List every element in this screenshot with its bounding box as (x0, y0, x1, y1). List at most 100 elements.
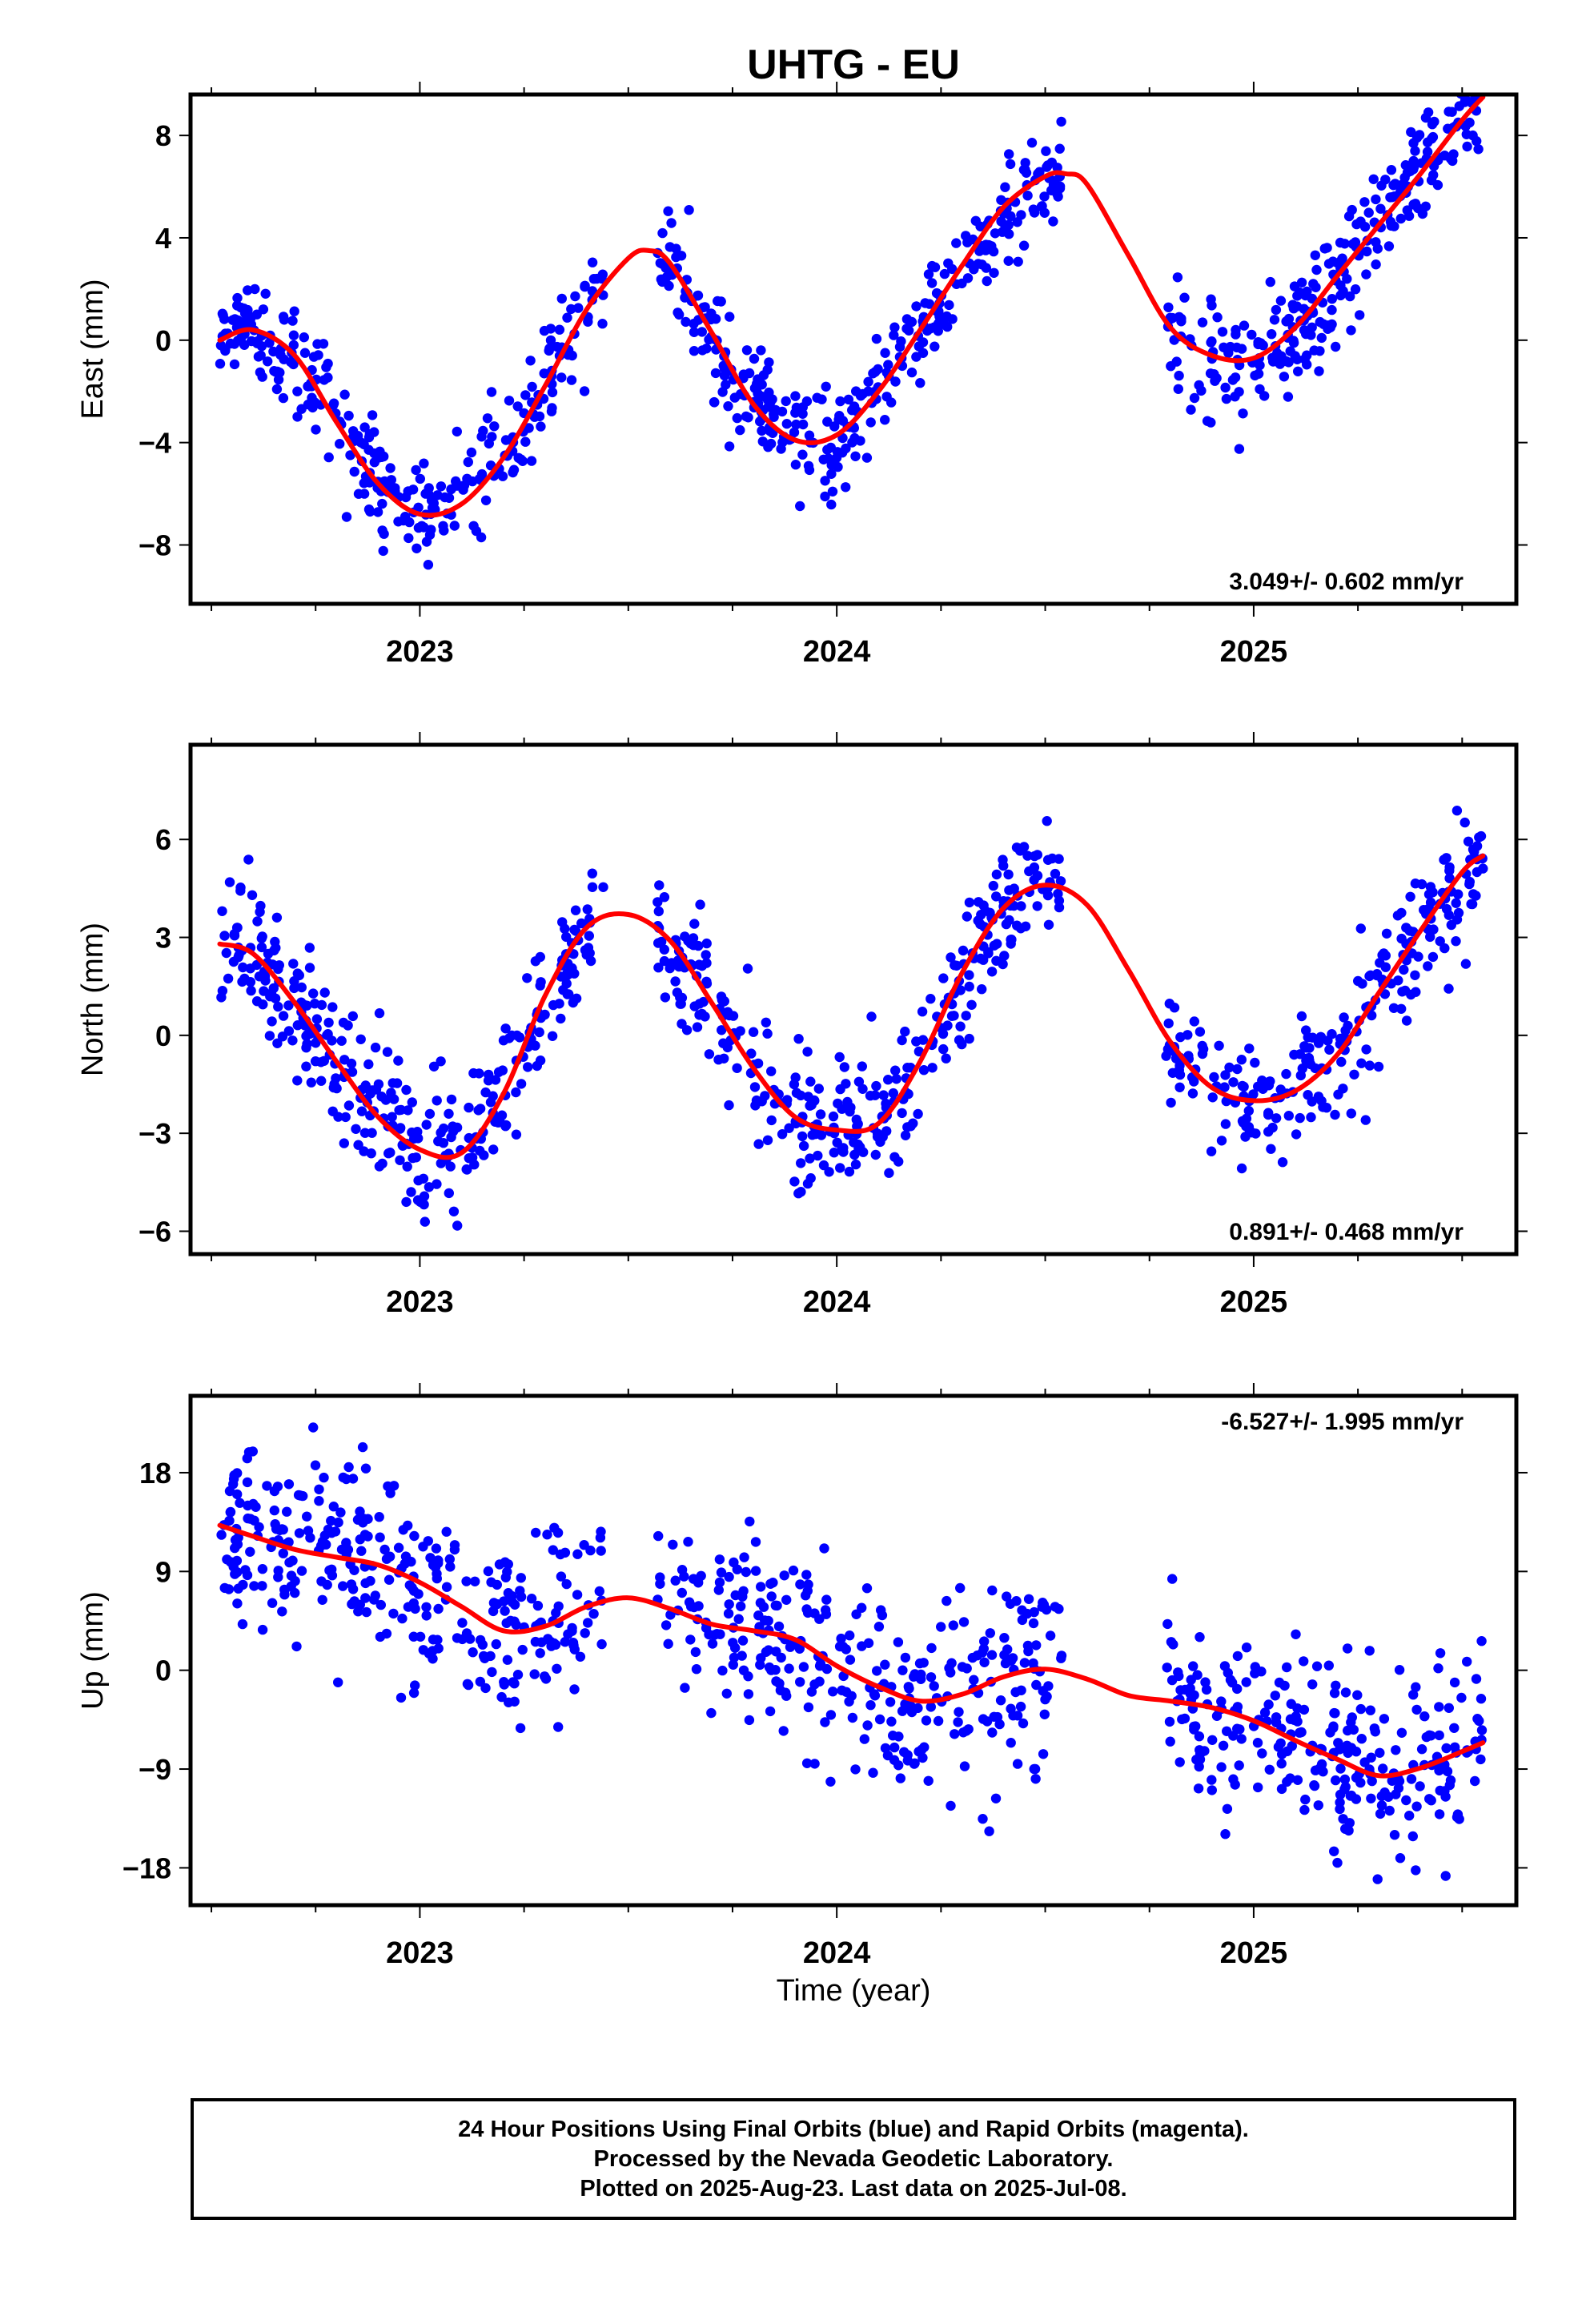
east-point (1174, 312, 1185, 322)
east-point (1427, 119, 1438, 130)
east-point (1029, 207, 1040, 218)
up-fit-curve (217, 1522, 1486, 1779)
up-point (1299, 1804, 1310, 1815)
up-point (788, 1565, 799, 1576)
up-point (275, 1525, 285, 1536)
east-point (1314, 366, 1324, 376)
north-point (955, 1021, 966, 1031)
up-point (410, 1603, 420, 1614)
north-point (289, 983, 299, 994)
north-point (336, 1035, 347, 1046)
up-point (984, 1826, 994, 1836)
east-point (1275, 359, 1286, 369)
up-point (1309, 1780, 1320, 1791)
east-point (1037, 201, 1047, 211)
east-point (1347, 204, 1357, 215)
up-point (739, 1552, 749, 1562)
north-point (1466, 899, 1476, 910)
north-point (938, 1043, 949, 1055)
east-point (822, 444, 833, 455)
east-point (741, 345, 753, 356)
up-point (1434, 1809, 1445, 1819)
up-point (322, 1579, 332, 1590)
up-point (862, 1720, 873, 1731)
north-panel: −6 −3 0 3 6 2023 2024 2025 North (mm) 0.891+/- 0.… (76, 732, 1528, 1319)
east-point (255, 367, 266, 378)
north-point (884, 1168, 894, 1178)
up-point (889, 1742, 900, 1753)
up-point (499, 1677, 509, 1687)
up-point (569, 1684, 580, 1695)
up-point (1435, 1648, 1446, 1659)
north-point (829, 1148, 840, 1158)
up-point (1401, 1795, 1411, 1806)
up-point (1329, 1846, 1339, 1856)
up-point (580, 1628, 590, 1638)
east-point (706, 308, 717, 319)
up-point (1201, 1684, 1212, 1695)
east-point (944, 300, 954, 311)
up-point (491, 1638, 501, 1650)
east-point (1469, 73, 1479, 82)
east-point (1253, 339, 1263, 350)
north-point (484, 1069, 494, 1080)
north-point (1356, 1058, 1367, 1068)
north-point (278, 1011, 289, 1021)
east-point (1196, 385, 1207, 396)
north-point (523, 1062, 533, 1072)
east-point (1347, 239, 1359, 249)
up-point (665, 1610, 676, 1620)
up-point (1162, 1618, 1173, 1630)
east-point (817, 394, 827, 404)
up-point (314, 1484, 324, 1495)
north-point (353, 1140, 363, 1150)
north-point (376, 1092, 387, 1102)
north-point (406, 1187, 416, 1197)
up-point (1257, 1748, 1267, 1759)
footer-box: 24 Hour Positions Using Final Orbits (bl… (191, 2098, 1516, 2220)
north-point (1166, 1097, 1176, 1108)
north-point (396, 1104, 407, 1116)
up-point (761, 1647, 772, 1657)
up-point (500, 1606, 510, 1616)
east-point (1172, 272, 1183, 283)
up-point (1329, 1688, 1340, 1699)
north-point (877, 1132, 888, 1142)
east-point (1013, 256, 1023, 267)
north-point (1295, 1070, 1307, 1081)
up-point (1015, 1701, 1026, 1712)
east-point (981, 263, 992, 273)
up-point (384, 1551, 396, 1562)
up-point (987, 1585, 998, 1596)
north-point (1357, 979, 1367, 989)
up-point (216, 1530, 227, 1540)
north-point (1463, 836, 1474, 847)
north-point (1020, 921, 1031, 932)
east-point (663, 206, 673, 216)
east-point (1021, 167, 1032, 178)
up-point (668, 1539, 678, 1550)
up-point (874, 1714, 885, 1725)
up-point (594, 1586, 604, 1597)
north-point (695, 899, 705, 910)
east-point (1041, 146, 1051, 156)
up-point (768, 1578, 778, 1588)
north-point (796, 1158, 806, 1168)
north-fit-curve (217, 853, 1486, 1160)
north-point (363, 1059, 374, 1070)
north-point (383, 1148, 394, 1159)
up-point (242, 1453, 252, 1464)
up-point (1356, 1734, 1367, 1744)
up-point (1440, 1871, 1451, 1881)
up-point (1393, 1783, 1404, 1794)
north-point (1032, 850, 1043, 860)
north-point (432, 1179, 442, 1189)
up-point (736, 1601, 746, 1612)
east-point (580, 281, 590, 292)
up-point (899, 1747, 909, 1757)
east-point (587, 257, 598, 267)
up-point (946, 1667, 956, 1678)
up-point (1331, 1775, 1341, 1786)
east-point (562, 312, 572, 323)
up-point (361, 1606, 371, 1618)
